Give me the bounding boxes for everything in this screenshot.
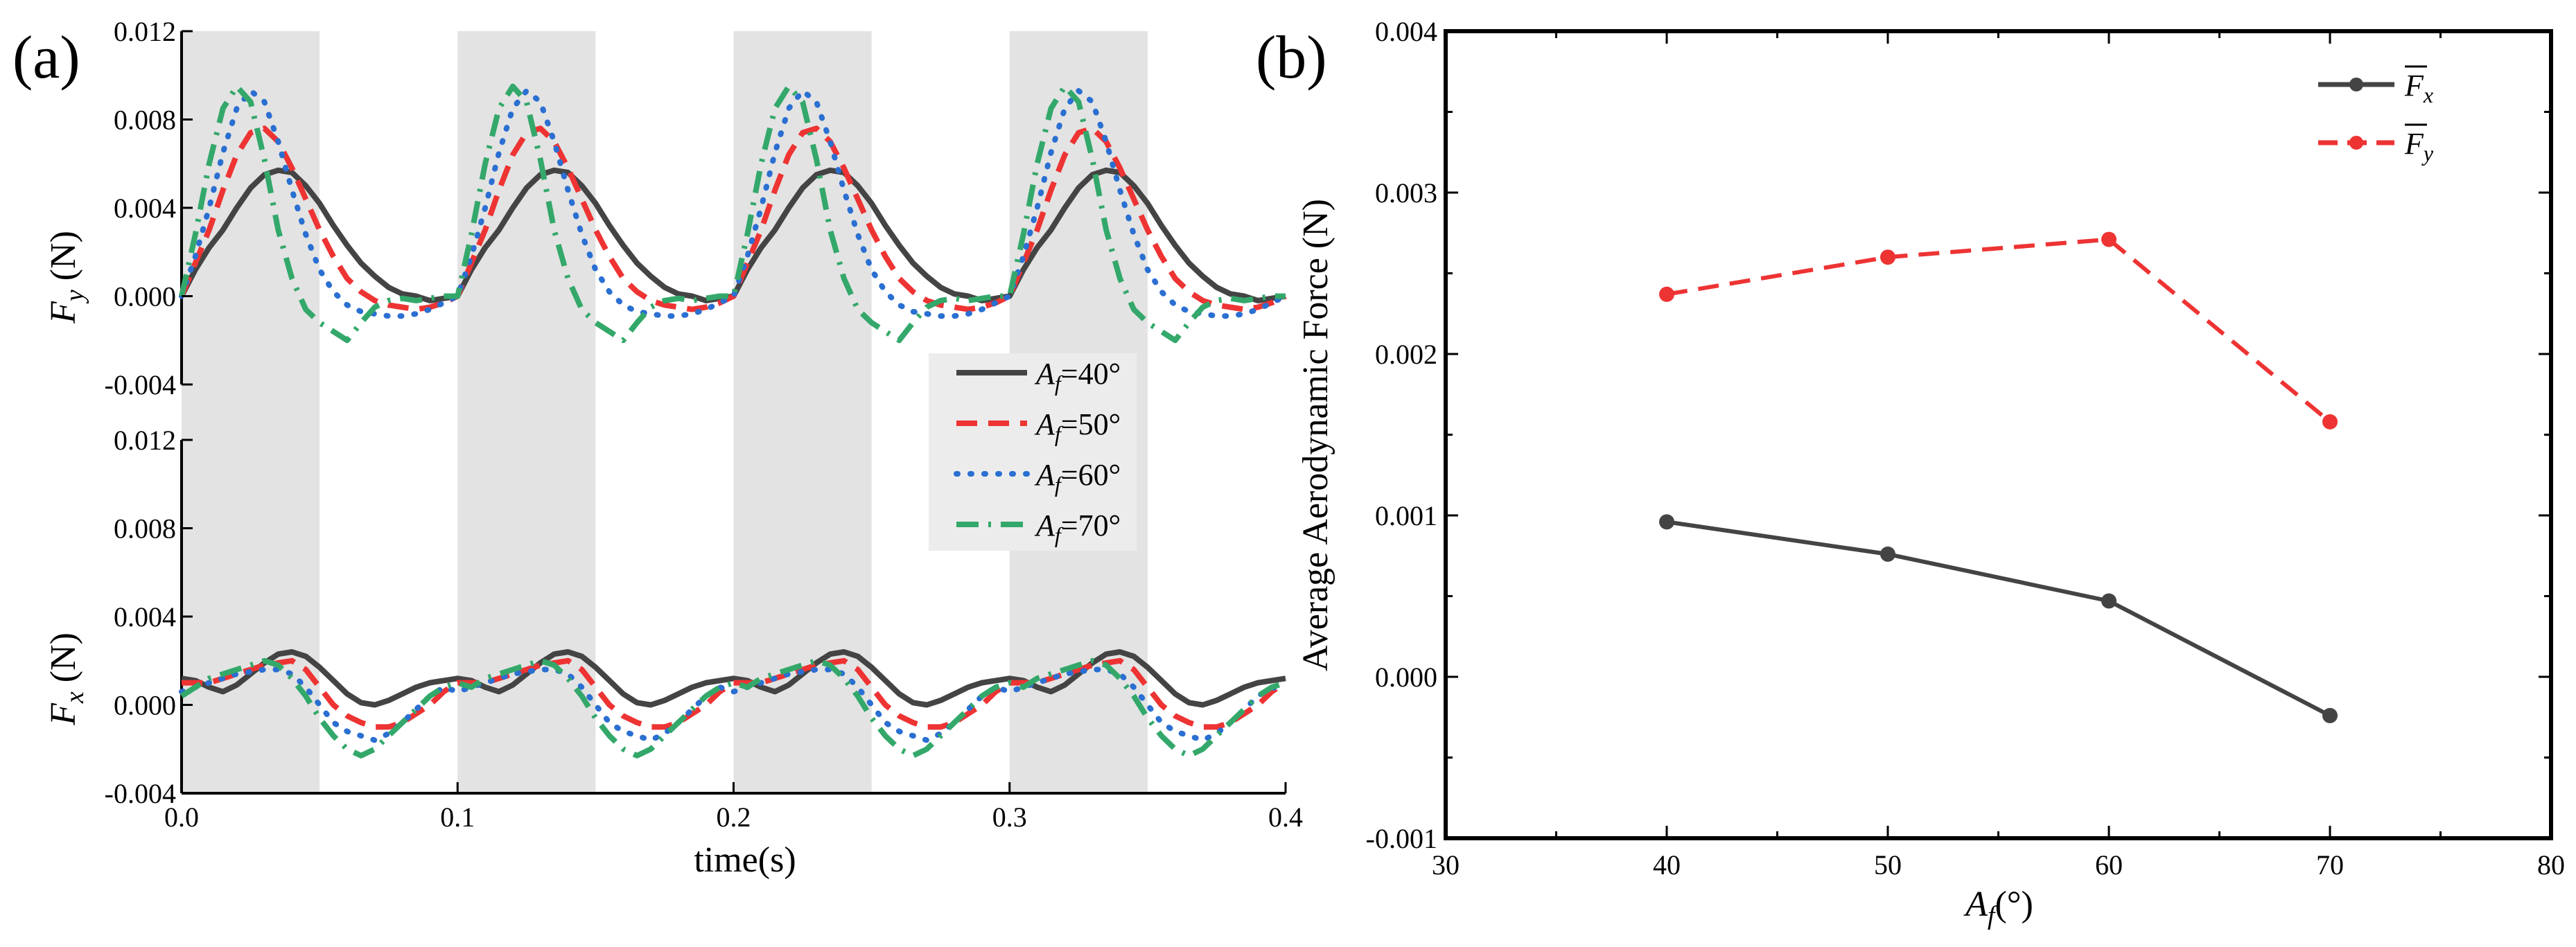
time-xtick-label: 0.2 [717, 802, 751, 833]
b-ytick-label: 0.004 [1375, 16, 1437, 47]
b-point-fx-60 [2101, 593, 2117, 609]
shaded-interval-0 [182, 31, 320, 793]
panel-a: -0.004 0.000 0.004 0.008 0.012 -0.004 0.000 0.0… [105, 16, 1303, 833]
b-point-fy-70 [2322, 414, 2338, 430]
b-xtick-label: 60 [2095, 849, 2123, 880]
b-ytick-label: 0.003 [1375, 177, 1437, 209]
panel-b-legend: Fx Fy [2318, 65, 2434, 166]
panel-a-label: (a) [12, 24, 80, 91]
b-xtick-label: 30 [1432, 849, 1460, 880]
fx-axis-title: Fx (N) [44, 632, 89, 726]
fy-ytick-label: -0.004 [105, 369, 176, 400]
fx-ytick-label: 0.008 [114, 513, 176, 545]
panel-a-legend: Af=40° Af=50° Af=60° Af=70° [929, 353, 1137, 551]
fx-ytick-label: 0.000 [114, 690, 176, 721]
shaded-interval-2 [733, 31, 872, 793]
b-x-axis-title: Af(°) [1963, 885, 2033, 930]
b-ytick-label: -0.001 [1366, 823, 1437, 854]
svg-text:Fy (N): Fy (N) [44, 231, 89, 324]
b-series-fx [1666, 520, 2331, 718]
fy-ytick-label: 0.012 [114, 16, 176, 47]
legend-label-3: Af=70° [1034, 508, 1121, 547]
fx-ytick-label: -0.004 [105, 778, 176, 809]
fy-ytick-label: 0.004 [114, 193, 176, 224]
b-point-fx-70 [2322, 707, 2338, 723]
b-point-fx-50 [1880, 546, 1895, 562]
b-ytick-label: 0.001 [1375, 500, 1437, 531]
b-xtick-label: 40 [1653, 849, 1681, 880]
legend-label-1: Af=50° [1034, 407, 1121, 446]
legend-fx-marker [2349, 78, 2363, 91]
legend-background [929, 353, 1137, 551]
legend-fy-marker [2349, 136, 2363, 150]
legend-fx-label: Fx [2404, 69, 2433, 107]
b-point-fy-40 [1659, 286, 1674, 302]
legend-label-2: Af=60° [1034, 458, 1121, 497]
fy-ytick-label: 0.008 [114, 105, 176, 136]
fx-series-70 [179, 657, 1287, 759]
b-y-axis-title: Average Aerodynamic Force (N) [1296, 199, 1335, 671]
time-axis-title: time(s) [694, 840, 796, 880]
legend-label-0: Af=40° [1034, 357, 1121, 396]
b-ytick-label: 0.002 [1375, 339, 1437, 370]
fx-ytick-label: 0.004 [114, 601, 176, 632]
panel-b-label: (b) [1256, 24, 1327, 91]
time-xtick-label: 0.1 [440, 802, 475, 833]
b-point-fy-50 [1880, 249, 1895, 265]
fx-series-40 [181, 649, 1286, 708]
fy-series-70 [179, 83, 1286, 344]
svg-text:Average Aerodynamic Force (N): Average Aerodynamic Force (N) [1296, 199, 1335, 671]
shaded-interval-1 [457, 31, 596, 793]
svg-text:Fx (N): Fx (N) [44, 632, 89, 726]
b-xtick-label: 80 [2537, 849, 2565, 880]
fy-series-60 [179, 88, 1288, 319]
b-xtick-label: 50 [1874, 849, 1902, 880]
b-ytick-label: 0.000 [1375, 662, 1437, 693]
panel-b-axes-frame [1444, 29, 2553, 840]
panel-b: 30 40 50 60 70 80 -0.001 0.000 0.001 0.002 0.003 0.… [1366, 16, 2565, 880]
time-xtick-label: 0.4 [1268, 802, 1303, 833]
fx-ytick-label: 0.012 [114, 425, 176, 456]
legend-fy-label: Fy [2404, 127, 2434, 166]
fx-series-60 [179, 666, 1288, 743]
time-xtick-label: 0.0 [164, 802, 199, 833]
time-xtick-label: 0.3 [992, 802, 1027, 833]
fy-ytick-label: 0.000 [114, 281, 176, 312]
fy-axis-title: Fy (N) [44, 231, 89, 324]
b-point-fy-60 [2101, 231, 2117, 247]
b-xtick-label: 70 [2316, 849, 2344, 880]
b-series-fy [1666, 237, 2331, 424]
b-point-fx-40 [1659, 514, 1674, 530]
